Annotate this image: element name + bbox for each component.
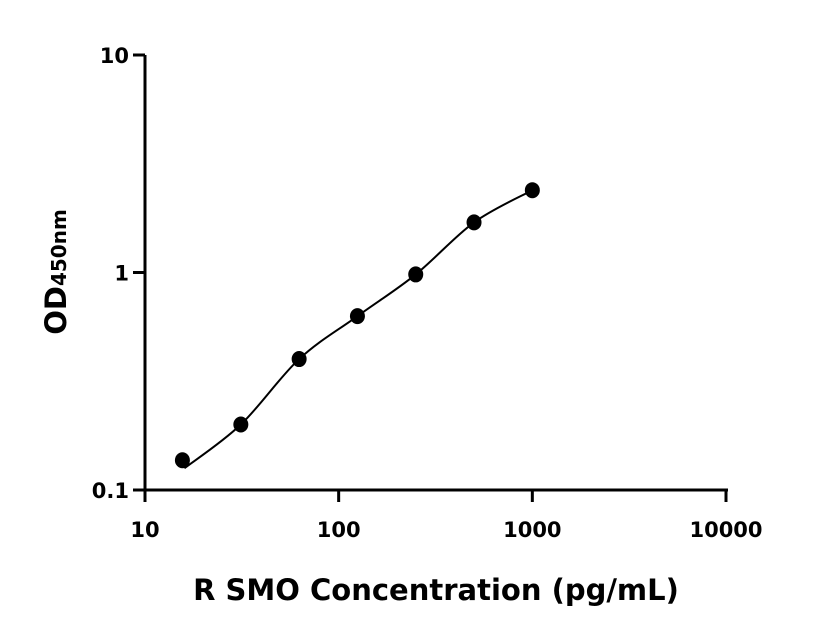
data-point xyxy=(408,266,424,283)
data-point xyxy=(291,351,307,368)
y-tick-label: 1 xyxy=(114,262,129,286)
y-tick-label: 0.1 xyxy=(92,479,129,503)
data-point xyxy=(524,182,540,199)
x-tick-label: 10000 xyxy=(689,518,762,542)
data-point xyxy=(233,416,249,433)
data-points xyxy=(174,182,540,469)
x-axis-title: R SMO Concentration (pg/mL) xyxy=(193,573,679,607)
y-tick-label: 10 xyxy=(100,44,129,68)
data-point xyxy=(174,452,190,469)
y-axis-title-subscript: 450nm xyxy=(47,209,71,286)
x-tick-label: 100 xyxy=(317,518,361,542)
axes: 10 100 1000 10000 0.1 1 10 xyxy=(92,44,763,542)
data-point xyxy=(466,214,482,231)
y-axis-title: OD450nm xyxy=(39,209,73,335)
x-tick-label: 10 xyxy=(130,518,159,542)
x-tick-label: 1000 xyxy=(503,518,561,542)
data-point xyxy=(349,308,365,325)
y-axis-title-main: OD xyxy=(39,286,73,335)
